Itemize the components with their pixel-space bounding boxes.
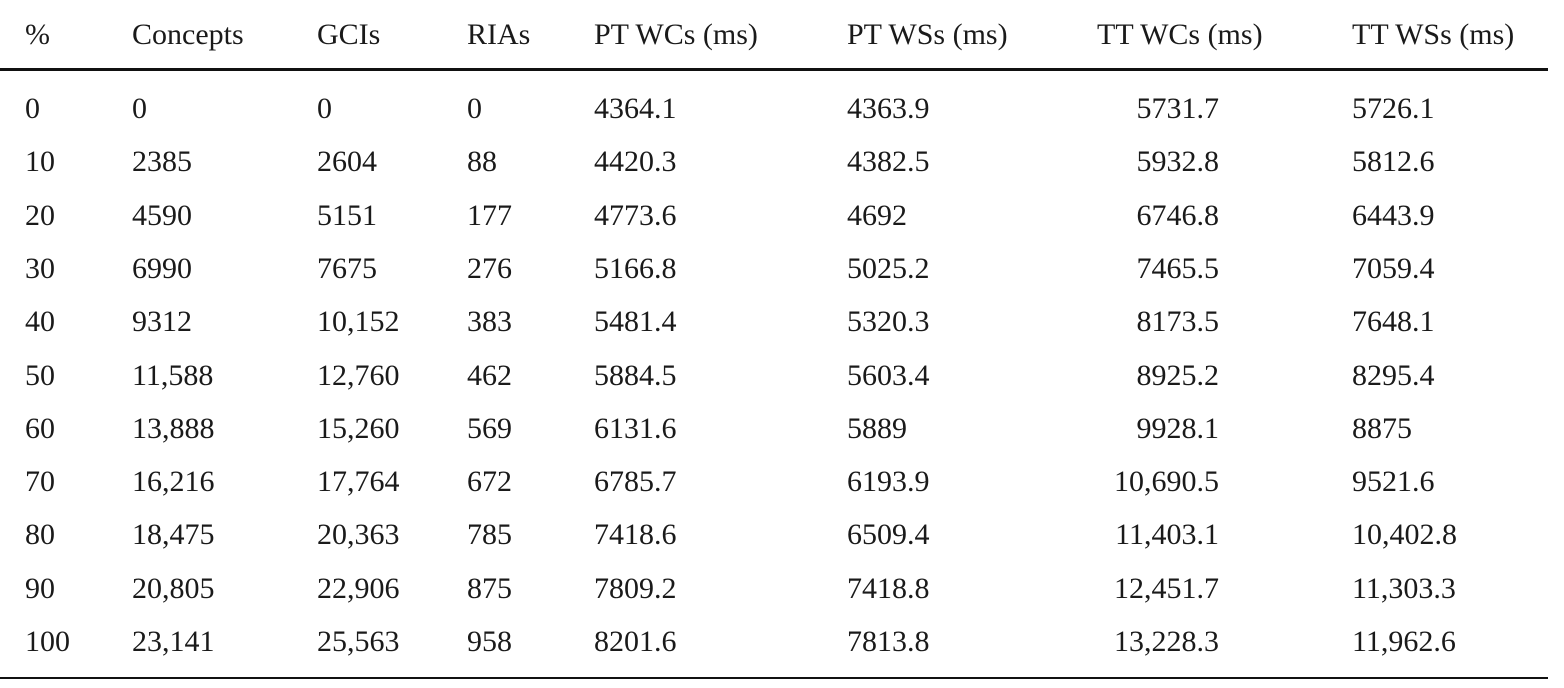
header-rule bbox=[0, 68, 1548, 71]
table-cell: 7648.1 bbox=[1352, 305, 1435, 339]
table-cell: 7059.4 bbox=[1352, 251, 1435, 285]
table-cell: 7809.2 bbox=[594, 571, 677, 605]
table-cell: 7418.6 bbox=[594, 518, 677, 552]
table-cell: 4692 bbox=[847, 198, 907, 232]
bottom-rule bbox=[0, 677, 1548, 679]
table-cell: 5603.4 bbox=[847, 358, 930, 392]
column-header: Concepts bbox=[132, 18, 244, 51]
table-cell: 40 bbox=[25, 305, 55, 339]
table-cell: 17,764 bbox=[317, 465, 400, 499]
table-cell: 4773.6 bbox=[594, 198, 677, 232]
table-cell: 13,888 bbox=[132, 411, 215, 445]
table-cell: 100 bbox=[25, 625, 70, 658]
table-cell: 10,690.5 bbox=[1114, 465, 1219, 499]
column-header: % bbox=[25, 18, 50, 51]
table-cell: 5932.8 bbox=[1136, 145, 1220, 179]
table-cell: 177 bbox=[467, 198, 512, 232]
table-cell: 875 bbox=[467, 571, 512, 605]
table-cell: 11,588 bbox=[132, 358, 214, 392]
table-cell: 569 bbox=[467, 411, 512, 445]
table-cell: 7418.8 bbox=[847, 571, 930, 605]
table-cell: 6785.7 bbox=[594, 465, 677, 499]
column-header: TT WSs (ms) bbox=[1352, 18, 1515, 51]
table-cell: 10 bbox=[25, 145, 55, 179]
table-cell: 9928.1 bbox=[1136, 411, 1220, 445]
table-cell: 25,563 bbox=[317, 625, 400, 658]
table-cell: 5320.3 bbox=[847, 305, 930, 339]
table-cell: 5812.6 bbox=[1352, 145, 1435, 179]
table-cell: 6193.9 bbox=[847, 465, 930, 499]
table-cell: 12,451.7 bbox=[1114, 571, 1219, 605]
table-cell: 4382.5 bbox=[847, 145, 930, 179]
column-header: PT WSs (ms) bbox=[847, 18, 1008, 51]
table-cell: 6131.6 bbox=[594, 411, 677, 445]
table-cell: 20 bbox=[25, 198, 55, 232]
column-header: RIAs bbox=[467, 18, 531, 51]
table-cell: 5151 bbox=[317, 198, 377, 232]
table-cell: 18,475 bbox=[132, 518, 215, 552]
table-cell: 10,402.8 bbox=[1352, 518, 1457, 552]
table-cell: 5884.5 bbox=[594, 358, 677, 392]
table-cell: 30 bbox=[25, 251, 55, 285]
table-cell: 15,260 bbox=[317, 411, 400, 445]
table-cell: 7813.8 bbox=[847, 625, 930, 658]
table-cell: 276 bbox=[467, 251, 512, 285]
table-cell: 13,228.3 bbox=[1114, 625, 1219, 658]
table-cell: 20,363 bbox=[317, 518, 400, 552]
table-cell: 6746.8 bbox=[1136, 198, 1220, 232]
table-cell: 16,216 bbox=[132, 465, 215, 499]
table-cell: 8201.6 bbox=[594, 625, 677, 658]
table-cell: 6509.4 bbox=[847, 518, 930, 552]
table-cell: 785 bbox=[467, 518, 512, 552]
table-cell: 90 bbox=[25, 571, 55, 605]
table-cell: 80 bbox=[25, 518, 55, 552]
table-cell: 958 bbox=[467, 625, 512, 658]
table-cell: 2604 bbox=[317, 145, 377, 179]
table-cell: 0 bbox=[132, 92, 147, 125]
table-cell: 20,805 bbox=[132, 571, 215, 605]
column-header: GCIs bbox=[317, 18, 381, 51]
table-cell: 7465.5 bbox=[1136, 251, 1220, 285]
table-cell: 12,760 bbox=[317, 358, 400, 392]
table-cell: 6443.9 bbox=[1352, 198, 1435, 232]
table-cell: 11,303.3 bbox=[1352, 571, 1456, 605]
table-cell: 5481.4 bbox=[594, 305, 677, 339]
table-cell: 9312 bbox=[132, 305, 192, 339]
table-cell: 4363.9 bbox=[847, 92, 930, 125]
table-cell: 10,152 bbox=[317, 305, 400, 339]
table-cell: 8173.5 bbox=[1136, 305, 1220, 339]
table-cell: 11,962.6 bbox=[1352, 625, 1456, 658]
table-cell: 4420.3 bbox=[594, 145, 677, 179]
table-cell: 4364.1 bbox=[594, 92, 677, 125]
table-cell: 4590 bbox=[132, 198, 192, 232]
table-cell: 6990 bbox=[132, 251, 192, 285]
column-header: TT WCs (ms) bbox=[1097, 18, 1263, 51]
table-cell: 5889 bbox=[847, 411, 907, 445]
table-cell: 5726.1 bbox=[1352, 92, 1435, 125]
table-cell: 672 bbox=[467, 465, 512, 499]
table-cell: 0 bbox=[25, 92, 40, 125]
table-cell: 9521.6 bbox=[1352, 465, 1435, 499]
column-header: PT WCs (ms) bbox=[594, 18, 758, 51]
table-cell: 70 bbox=[25, 465, 55, 499]
table-cell: 462 bbox=[467, 358, 512, 392]
table-cell: 8925.2 bbox=[1136, 358, 1220, 392]
table-cell: 7675 bbox=[317, 251, 377, 285]
table-cell: 0 bbox=[317, 92, 332, 125]
table-cell: 8295.4 bbox=[1352, 358, 1435, 392]
table-cell: 5166.8 bbox=[594, 251, 677, 285]
table-cell: 383 bbox=[467, 305, 512, 339]
table-cell: 5731.7 bbox=[1136, 92, 1220, 125]
table-cell: 0 bbox=[467, 92, 482, 125]
table-cell: 22,906 bbox=[317, 571, 400, 605]
table-cell: 2385 bbox=[132, 145, 192, 179]
table-cell: 8875 bbox=[1352, 411, 1412, 445]
table-cell: 5025.2 bbox=[847, 251, 930, 285]
table-cell: 50 bbox=[25, 358, 55, 392]
table-cell: 60 bbox=[25, 411, 55, 445]
table-cell: 11,403.1 bbox=[1115, 518, 1219, 552]
table-cell: 88 bbox=[467, 145, 497, 179]
table-cell: 23,141 bbox=[132, 625, 215, 658]
